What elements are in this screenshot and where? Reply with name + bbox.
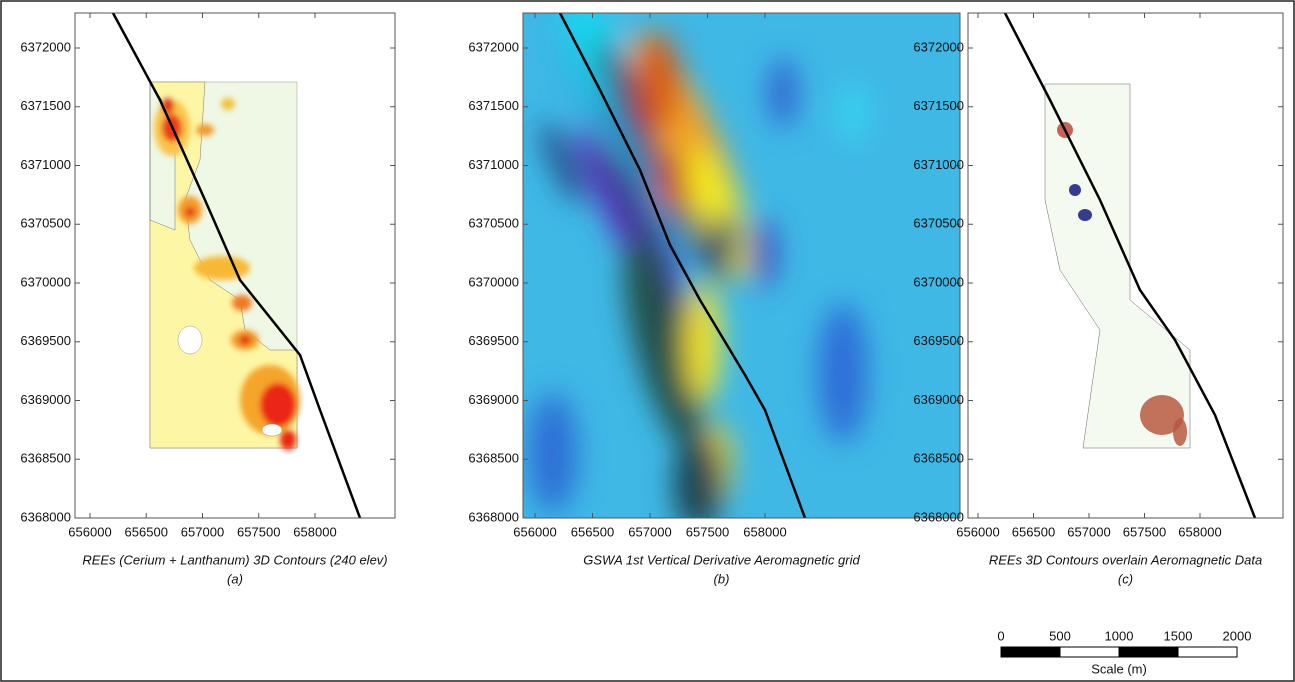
y-tick-label: 6369500 xyxy=(468,333,519,348)
y-tick-label: 6370000 xyxy=(468,274,519,289)
caption: REEs 3D Contours overlain Aeromagnetic D… xyxy=(989,552,1262,567)
x-tick-label: 658000 xyxy=(293,524,336,539)
caption: GSWA 1st Vertical Derivative Aeromagneti… xyxy=(583,552,860,567)
y-tick-label: 6369500 xyxy=(20,333,71,348)
scale-segment xyxy=(1178,647,1237,657)
x-tick-label: 657500 xyxy=(237,524,280,539)
x-tick-label: 657500 xyxy=(686,524,729,539)
y-tick-label: 6368000 xyxy=(468,509,519,524)
y-tick-label: 6370500 xyxy=(20,216,71,231)
page: {"axes": {"xticks": [656000, 656500, 657… xyxy=(0,0,1295,682)
y-tick-label: 6369000 xyxy=(913,392,964,407)
x-tick-label: 656500 xyxy=(125,524,168,539)
y-tick-label: 6370000 xyxy=(913,274,964,289)
y-tick-label: 6369000 xyxy=(20,392,71,407)
y-tick-label: 6370000 xyxy=(20,274,71,289)
y-tick-label: 6368500 xyxy=(468,451,519,466)
y-tick-label: 6370500 xyxy=(468,216,519,231)
y-tick-label: 6368500 xyxy=(913,451,964,466)
y-tick-label: 6372000 xyxy=(913,39,964,54)
y-tick-label: 6371000 xyxy=(913,157,964,172)
x-tick-label: 656000 xyxy=(68,524,111,539)
panel-label: (a) xyxy=(227,571,243,586)
y-tick-label: 6371500 xyxy=(913,98,964,113)
aeromagnetic-grid xyxy=(523,0,973,533)
y-tick-label: 6369500 xyxy=(913,333,964,348)
x-tick-label: 656000 xyxy=(513,524,556,539)
caption: REEs (Cerium + Lanthanum) 3D Contours (2… xyxy=(82,552,387,567)
y-tick-label: 6368000 xyxy=(20,509,71,524)
x-tick-label: 656500 xyxy=(1012,524,1055,539)
scale-label: 500 xyxy=(1049,628,1071,643)
y-tick-label: 6371500 xyxy=(468,98,519,113)
x-tick-label: 657000 xyxy=(628,524,671,539)
scale-label: 1000 xyxy=(1105,628,1134,643)
x-tick-label: 658000 xyxy=(743,524,786,539)
x-tick-label: 656500 xyxy=(571,524,614,539)
y-tick-label: 6370500 xyxy=(913,216,964,231)
y-tick-label: 6372000 xyxy=(20,39,71,54)
scale-label: 0 xyxy=(997,628,1004,643)
x-tick-label: 657000 xyxy=(1067,524,1110,539)
y-tick-label: 6369000 xyxy=(468,392,519,407)
scale-label: 1500 xyxy=(1164,628,1193,643)
x-tick-label: 657500 xyxy=(1123,524,1166,539)
y-tick-label: 6372000 xyxy=(468,39,519,54)
x-tick-label: 657000 xyxy=(181,524,224,539)
figure: 6372000 6371500 6371000 6370500 6370000 63695… xyxy=(0,0,1295,682)
y-tick-label: 6371000 xyxy=(468,157,519,172)
scale-label: 2000 xyxy=(1223,628,1252,643)
scale-title: Scale (m) xyxy=(1091,661,1147,676)
x-tick-label: 658000 xyxy=(1178,524,1221,539)
x-tick-label: 656000 xyxy=(956,524,999,539)
panel-label: (b) xyxy=(714,571,730,586)
y-tick-label: 6368500 xyxy=(20,451,71,466)
y-tick-label: 6368000 xyxy=(913,509,964,524)
scale-segment xyxy=(1060,647,1119,657)
y-tick-label: 6371500 xyxy=(20,98,71,113)
scale-segment xyxy=(1001,647,1060,657)
panel-label: (c) xyxy=(1118,571,1133,586)
scale-segment xyxy=(1119,647,1178,657)
y-tick-label: 6371000 xyxy=(20,157,71,172)
